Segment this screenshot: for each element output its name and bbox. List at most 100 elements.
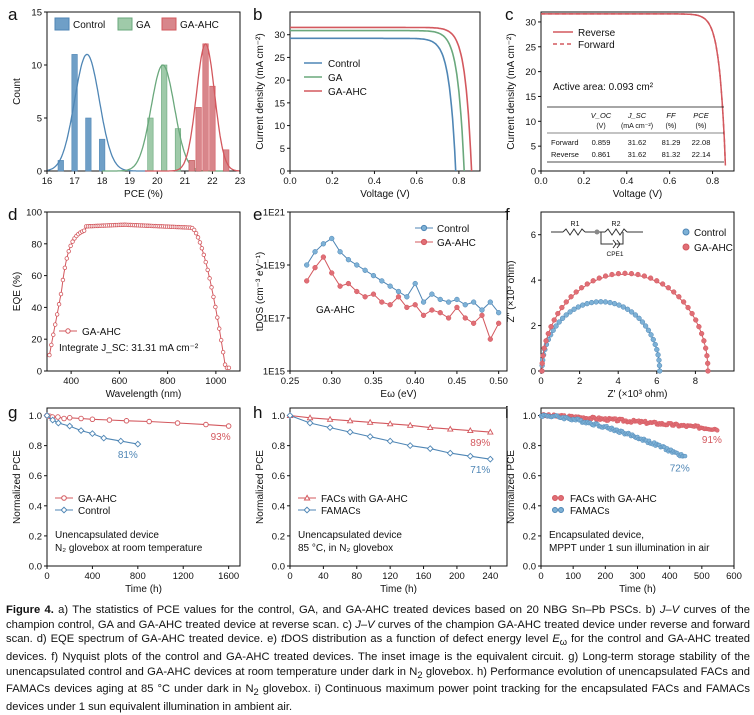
stability-point: [225, 423, 232, 429]
x-tick-label: 600: [111, 376, 127, 387]
nyquist-point: [559, 315, 566, 321]
legend-marker: [682, 243, 690, 251]
legend-label: GA: [328, 73, 343, 84]
table-cell: Forward: [551, 138, 579, 147]
y-tick-label: 20: [274, 76, 285, 87]
nyquist-point: [540, 353, 546, 359]
tdos-point: [462, 315, 468, 321]
x-tick-label: 0.0: [534, 176, 547, 187]
stability-point: [446, 425, 454, 432]
tdos-point: [429, 291, 435, 297]
x-tick-label: 4: [616, 376, 621, 387]
tdos-point: [479, 307, 485, 313]
tdos-point: [329, 235, 335, 242]
caption-part: for the control and GA-AHC treated devic…: [6, 633, 751, 678]
table-cell: Reverse: [551, 150, 579, 159]
tdos-point: [487, 336, 493, 342]
stability-point: [386, 437, 394, 445]
legend-marker: [65, 328, 71, 334]
x-axis-label: Eω (eV): [380, 389, 416, 400]
y-tick-label: 0: [37, 367, 42, 378]
hist-bar: [202, 43, 209, 172]
stability-point: [386, 420, 394, 427]
nyquist-point: [698, 330, 705, 337]
legend-label: FACs with GA-AHC: [570, 494, 657, 505]
legend-marker: [303, 506, 311, 514]
tdos-point: [462, 302, 468, 308]
eqe-point: [51, 332, 56, 337]
tdos-point: [320, 254, 327, 260]
x-tick-label: 120: [382, 571, 398, 582]
eqe-point: [195, 235, 201, 240]
legend-marker: [552, 507, 558, 513]
legend-label: Control: [73, 20, 105, 31]
y-tick-label: 0.0: [29, 562, 42, 573]
x-tick-label: 600: [726, 571, 742, 582]
stability-point: [77, 427, 85, 435]
mppt-point: [682, 453, 688, 459]
legend-marker: [682, 228, 690, 236]
nyquist-point: [641, 273, 647, 279]
nyquist-point: [671, 289, 677, 295]
tdos-point: [496, 310, 502, 316]
nyquist-point: [647, 275, 654, 281]
tdos-point: [370, 291, 377, 297]
caption-part: J–V: [659, 604, 680, 616]
eqe-point: [201, 252, 207, 258]
jv-curve: [541, 13, 727, 166]
x-tick-label: 8: [693, 376, 698, 387]
nyquist-point: [579, 302, 586, 308]
tdos-curve: [306, 256, 500, 341]
y-tick-label: 30: [525, 17, 536, 28]
stability-point: [100, 434, 108, 442]
nyquist-point: [578, 285, 585, 291]
nyquist-point: [553, 323, 559, 329]
caption-part: E: [552, 633, 560, 646]
x-axis-label: Voltage (V): [360, 189, 409, 200]
eqe-point: [220, 349, 226, 355]
nyquist-point: [609, 271, 615, 278]
legend-marker: [61, 495, 67, 501]
nyquist-point: [620, 304, 627, 310]
eqe-point: [226, 365, 232, 371]
tdos-point: [304, 278, 310, 284]
eqe-point: [199, 246, 205, 251]
tdos-point: [487, 299, 493, 305]
tdos-point: [429, 307, 435, 313]
panel-letter: d: [8, 205, 17, 224]
panel-e: e 0.25 0.30 0.35 0.40 0.45 0.50 1E15 1E17 1E19 1E2…: [253, 205, 508, 400]
x-tick-label: 0.6: [663, 176, 676, 187]
nyquist-point: [543, 338, 549, 344]
nyquist-point: [545, 330, 551, 337]
tdos-point: [320, 241, 327, 247]
nyquist-point: [696, 324, 702, 330]
hist-bar: [161, 64, 168, 172]
nyquist-point: [563, 299, 569, 305]
end-value-label: 71%: [470, 465, 490, 476]
y-axis-label: EQE (%): [12, 272, 23, 311]
stability-point: [134, 440, 142, 448]
tdos-point: [370, 272, 377, 279]
circuit-node: [594, 229, 600, 235]
stability-point: [486, 455, 494, 463]
eqe-point: [191, 227, 197, 233]
nyquist-point: [575, 304, 581, 310]
x-axis-label: Wavelength (nm): [106, 389, 182, 400]
y-tick-label: 0: [531, 367, 536, 378]
legend-label: Reverse: [578, 28, 616, 39]
note: 85 °C, in N₂ glovebox: [298, 543, 393, 554]
x-tick-label: 1200: [173, 571, 194, 582]
nyquist-point: [573, 289, 579, 295]
table-cell: 31.62: [628, 138, 647, 147]
x-tick-label: 0: [287, 571, 292, 582]
nyquist-fit: [541, 273, 709, 371]
y-tick-label: 5: [37, 114, 42, 125]
caption-part: ω: [559, 637, 568, 648]
y-tick-label: 1E21: [263, 208, 285, 219]
x-tick-label: 100: [565, 571, 581, 582]
circuit-resistor: [562, 228, 586, 236]
stability-point: [486, 428, 494, 435]
eqe-point: [64, 256, 69, 261]
stability-point: [366, 418, 374, 425]
